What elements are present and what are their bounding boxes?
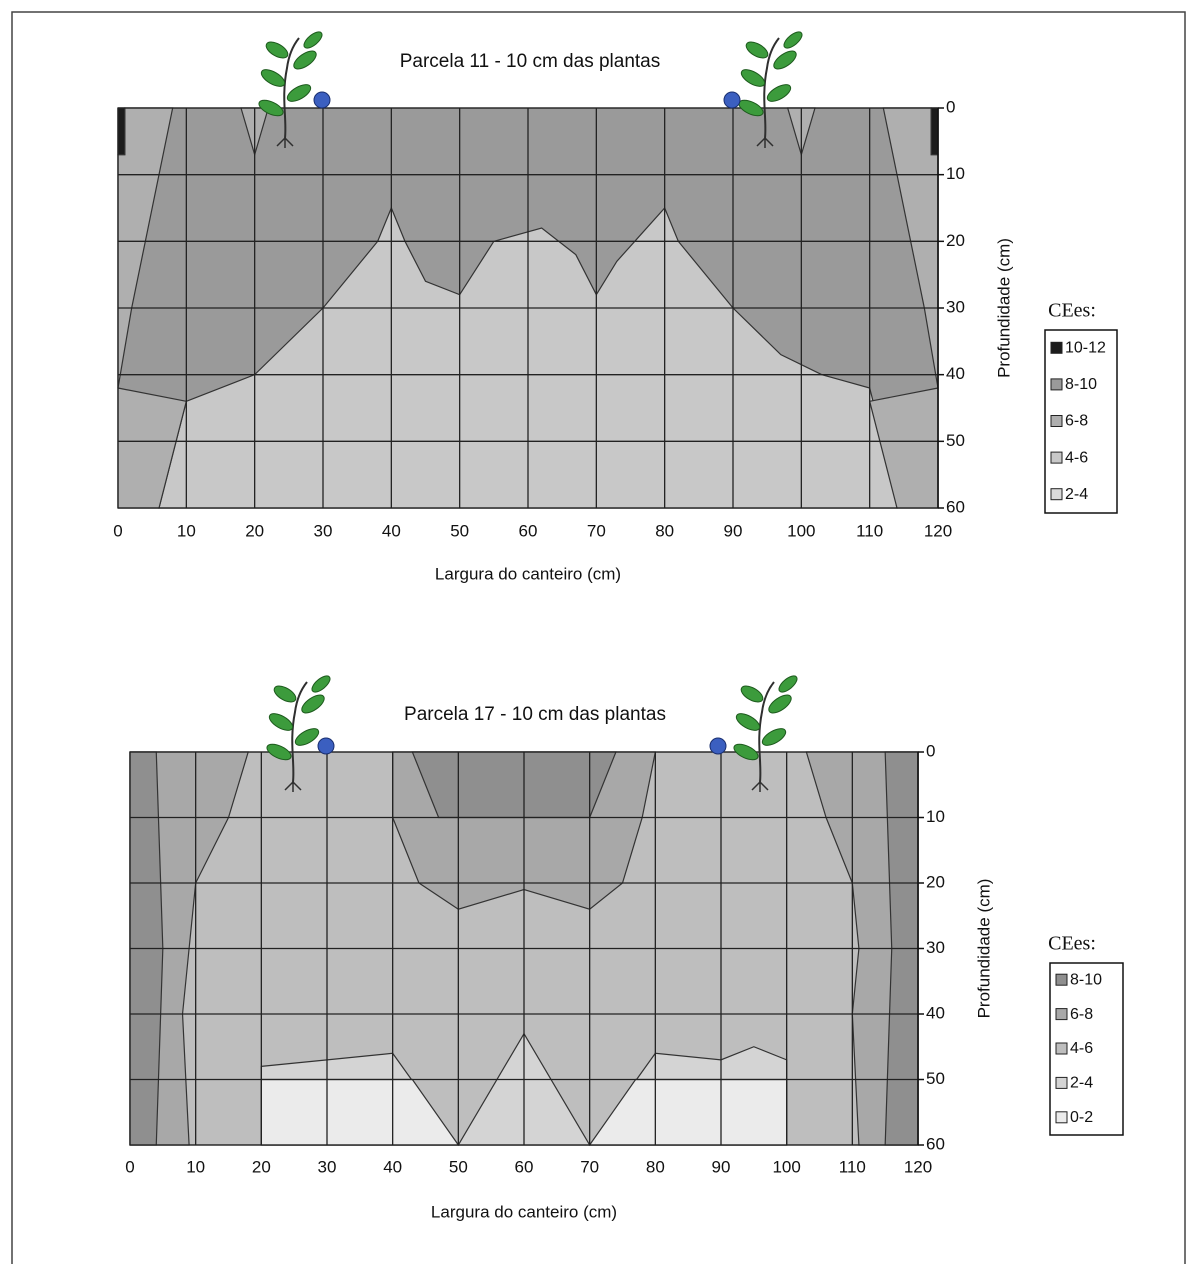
x-tick-label: 20 <box>245 521 264 540</box>
y-tick-label: 10 <box>946 164 965 183</box>
y-tick-label: 30 <box>946 297 965 316</box>
y-tick-label: 20 <box>946 231 965 250</box>
x-tick-label: 80 <box>655 521 674 540</box>
x-tick-label: 60 <box>519 521 538 540</box>
x-tick-label: 90 <box>724 521 743 540</box>
y-tick-label: 10 <box>926 807 945 826</box>
contour-region <box>412 752 616 818</box>
x-tick-label: 50 <box>449 1157 468 1176</box>
x-tick-label: 0 <box>113 521 122 540</box>
emitter <box>710 738 726 754</box>
legend-label: 8-10 <box>1070 971 1102 988</box>
x-tick-label: 120 <box>904 1157 932 1176</box>
x-tick-label: 40 <box>383 1157 402 1176</box>
legend-swatch <box>1056 974 1067 985</box>
legend-label: 2-4 <box>1070 1075 1093 1092</box>
legend-swatch <box>1056 1077 1067 1088</box>
legend-title: CEes: <box>1048 933 1096 955</box>
y-tick-label: 40 <box>926 1003 945 1022</box>
x-tick-label: 100 <box>787 521 815 540</box>
y-tick-label: 0 <box>926 741 935 760</box>
legend-label: 0-2 <box>1070 1109 1093 1126</box>
emitter <box>314 92 330 108</box>
x-tick-label: 110 <box>839 1157 866 1176</box>
chart-title: Parcela 17 - 10 cm das plantas <box>404 704 666 725</box>
x-tick-label: 0 <box>125 1157 134 1176</box>
x-tick-label: 30 <box>314 521 333 540</box>
y-tick-label: 60 <box>926 1134 945 1153</box>
x-tick-label: 10 <box>177 521 196 540</box>
y-tick-label: 50 <box>946 431 965 450</box>
y-tick-label: 60 <box>946 497 965 516</box>
legend-swatch <box>1051 342 1062 353</box>
legend-label: 8-10 <box>1065 376 1097 393</box>
legend-swatch <box>1056 1112 1067 1123</box>
legend-title: CEes: <box>1048 300 1096 322</box>
x-axis-title: Largura do canteiro (cm) <box>435 564 621 583</box>
legend-swatch <box>1051 489 1062 500</box>
legend-label: 4-6 <box>1065 449 1088 466</box>
x-tick-label: 110 <box>856 521 883 540</box>
contour-region <box>118 108 125 155</box>
legend-swatch <box>1056 1043 1067 1054</box>
legend-label: 2-4 <box>1065 486 1088 503</box>
x-tick-label: 80 <box>646 1157 665 1176</box>
x-tick-label: 70 <box>580 1157 599 1176</box>
page: 0102030405060708090100110120010203040506… <box>0 0 1197 1264</box>
y-tick-label: 20 <box>926 872 945 891</box>
x-tick-label: 50 <box>450 521 469 540</box>
y-tick-label: 40 <box>946 364 965 383</box>
y-axis-title: Profundidade (cm) <box>994 238 1013 378</box>
x-tick-label: 40 <box>382 521 401 540</box>
y-axis-title: Profundidade (cm) <box>974 879 993 1019</box>
legend-swatch <box>1051 379 1062 390</box>
x-tick-label: 60 <box>515 1157 534 1176</box>
x-tick-label: 90 <box>712 1157 731 1176</box>
legend-label: 6-8 <box>1070 1006 1093 1023</box>
x-tick-label: 100 <box>772 1157 800 1176</box>
x-tick-label: 70 <box>587 521 606 540</box>
emitter <box>318 738 334 754</box>
legend-label: 10-12 <box>1065 340 1106 357</box>
legend-label: 4-6 <box>1070 1040 1093 1057</box>
legend-label: 6-8 <box>1065 413 1088 430</box>
x-tick-label: 120 <box>924 521 952 540</box>
emitter <box>724 92 740 108</box>
x-tick-label: 10 <box>186 1157 205 1176</box>
y-tick-label: 0 <box>946 97 955 116</box>
chart-title: Parcela 11 - 10 cm das plantas <box>400 51 661 72</box>
x-axis-title: Largura do canteiro (cm) <box>431 1202 617 1221</box>
y-tick-label: 50 <box>926 1069 945 1088</box>
contour-region <box>931 108 938 155</box>
x-tick-label: 30 <box>318 1157 337 1176</box>
legend-swatch <box>1051 452 1062 463</box>
y-tick-label: 30 <box>926 938 945 957</box>
legend-swatch <box>1051 416 1062 427</box>
x-tick-label: 20 <box>252 1157 271 1176</box>
legend-swatch <box>1056 1009 1067 1020</box>
